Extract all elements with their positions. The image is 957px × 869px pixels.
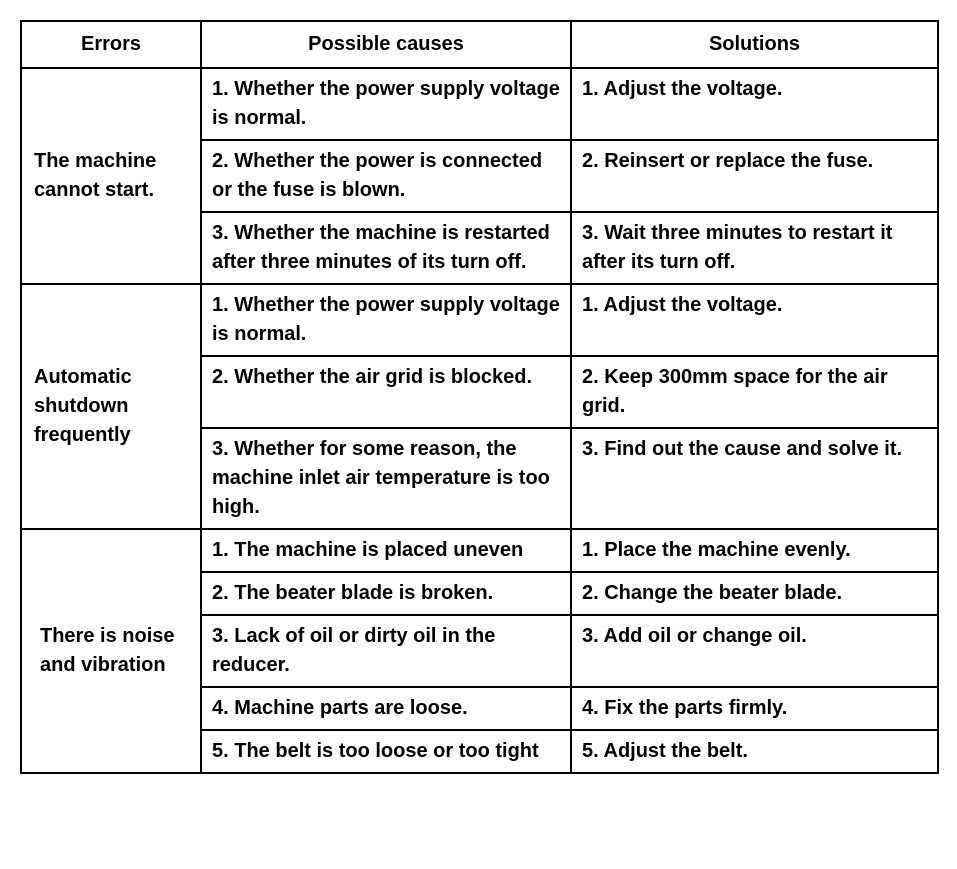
table-row: The machine cannot start.1. Whether the …: [21, 68, 938, 140]
cause-cell: 2. Whether the air grid is blocked.: [201, 356, 571, 428]
cause-cell: 3. Whether the machine is restarted afte…: [201, 212, 571, 284]
solution-cell: 3. Wait three minutes to restart it afte…: [571, 212, 938, 284]
cause-cell: 1. Whether the power supply voltage is n…: [201, 284, 571, 356]
solution-cell: 1. Adjust the voltage.: [571, 68, 938, 140]
cause-cell: 2. Whether the power is connected or the…: [201, 140, 571, 212]
solution-cell: 1. Place the machine evenly.: [571, 529, 938, 572]
cause-cell: 3. Lack of oil or dirty oil in the reduc…: [201, 615, 571, 687]
cause-cell: 2. The beater blade is broken.: [201, 572, 571, 615]
solution-cell: 1. Adjust the voltage.: [571, 284, 938, 356]
cause-cell: 5. The belt is too loose or too tight: [201, 730, 571, 773]
cause-cell: 4. Machine parts are loose.: [201, 687, 571, 730]
col-header-errors: Errors: [21, 21, 201, 68]
solution-cell: 5. Adjust the belt.: [571, 730, 938, 773]
cause-cell: 1. Whether the power supply voltage is n…: [201, 68, 571, 140]
solution-cell: 2. Reinsert or replace the fuse.: [571, 140, 938, 212]
error-cell: There is noise and vibration: [21, 529, 201, 773]
col-header-causes: Possible causes: [201, 21, 571, 68]
error-cell: The machine cannot start.: [21, 68, 201, 284]
solution-cell: 3. Add oil or change oil.: [571, 615, 938, 687]
error-cell: Automatic shutdown frequently: [21, 284, 201, 529]
troubleshooting-table: Errors Possible causes Solutions The mac…: [20, 20, 939, 774]
solution-cell: 2. Change the beater blade.: [571, 572, 938, 615]
cause-cell: 3. Whether for some reason, the machine …: [201, 428, 571, 529]
col-header-solutions: Solutions: [571, 21, 938, 68]
cause-cell: 1. The machine is placed uneven: [201, 529, 571, 572]
solution-cell: 4. Fix the parts firmly.: [571, 687, 938, 730]
solution-cell: 2. Keep 300mm space for the air grid.: [571, 356, 938, 428]
table-row: There is noise and vibration1. The machi…: [21, 529, 938, 572]
table-row: Automatic shutdown frequently1. Whether …: [21, 284, 938, 356]
header-row: Errors Possible causes Solutions: [21, 21, 938, 68]
solution-cell: 3. Find out the cause and solve it.: [571, 428, 938, 529]
